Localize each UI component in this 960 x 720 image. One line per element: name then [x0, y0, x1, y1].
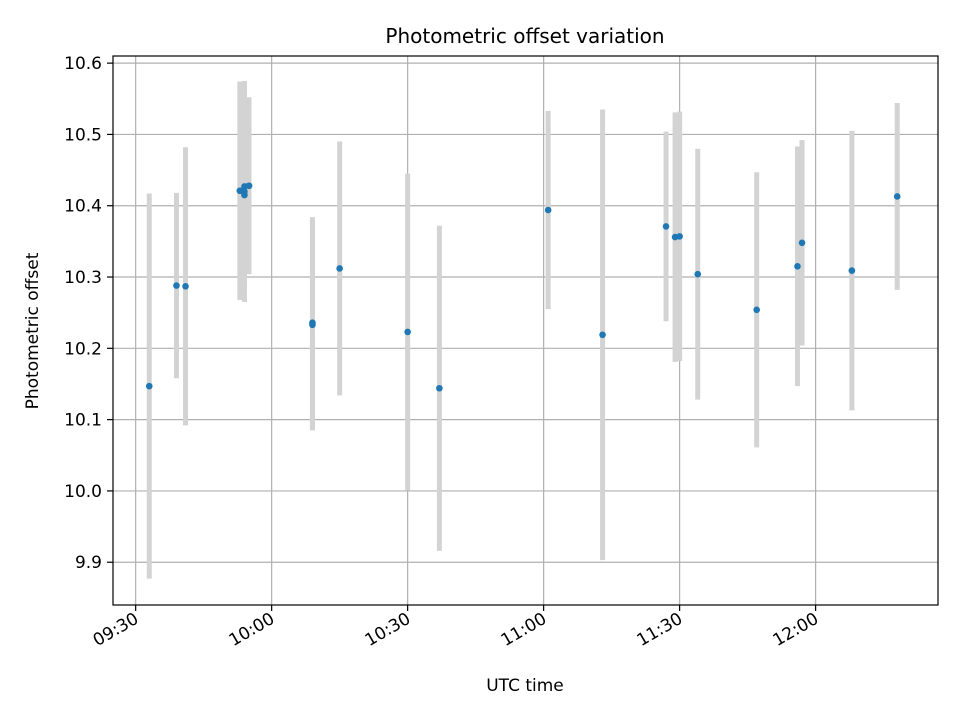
data-point: [182, 282, 189, 290]
y-tick-label: 10.1: [64, 411, 102, 431]
data-point: [599, 331, 606, 339]
data-point: [245, 182, 253, 190]
data-point: [794, 263, 801, 270]
plot-frame: [112, 55, 939, 606]
data-point: [848, 267, 856, 274]
data-point: [753, 306, 760, 314]
data-point: [309, 319, 316, 326]
y-tick-label: 10.3: [64, 268, 102, 288]
data-point: [662, 223, 670, 230]
data-point: [798, 239, 806, 247]
data-point: [404, 328, 411, 336]
data-point: [436, 384, 443, 392]
data-point: [694, 270, 702, 278]
y-tick-label: 10.6: [64, 54, 102, 74]
data-point: [544, 206, 552, 214]
x-axis-label: UTC time: [486, 676, 564, 696]
y-tick-label: 10.0: [64, 482, 102, 502]
data-point: [336, 265, 343, 272]
y-tick-label: 10.5: [64, 125, 102, 145]
y-tick-label: 9.9: [75, 553, 102, 573]
y-axis-ticks: 9.9 10.0 10.1 10.2 10.3 10.4 10.5 10.6: [64, 54, 113, 573]
data-point: [241, 191, 248, 199]
y-tick-label: 10.2: [64, 339, 102, 359]
data-point: [893, 193, 901, 200]
data-point: [145, 382, 153, 390]
data-point: [676, 233, 683, 240]
data-points: [145, 182, 901, 392]
y-tick-label: 10.4: [64, 197, 102, 217]
y-axis-label: Photometric offset: [23, 252, 43, 409]
data-point: [173, 282, 180, 289]
chart-title: Photometric offset variation: [385, 24, 664, 48]
